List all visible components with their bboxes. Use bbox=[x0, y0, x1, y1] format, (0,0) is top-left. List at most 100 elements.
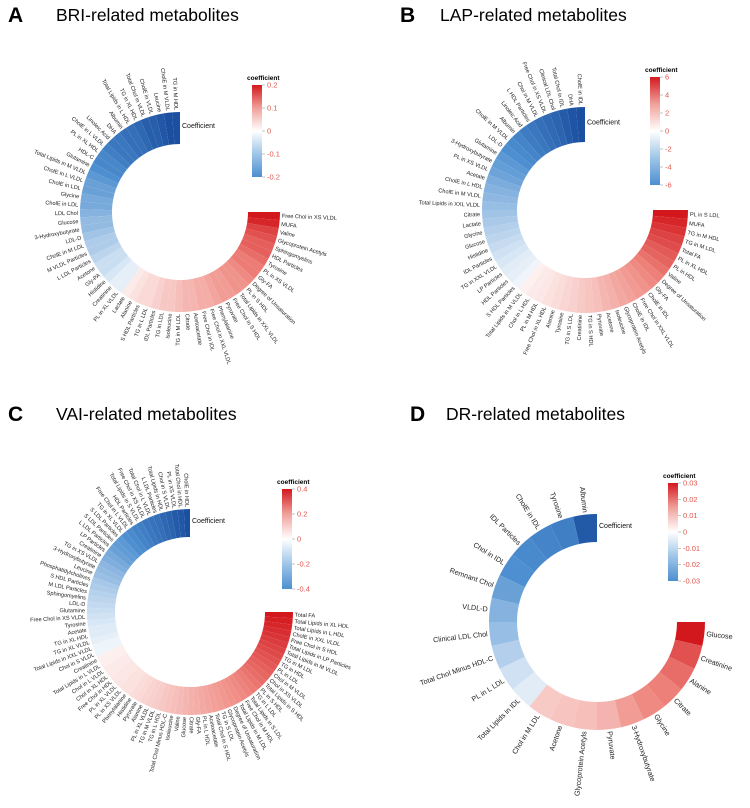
bar-segment bbox=[541, 271, 562, 307]
coefficient-label: Coefficient bbox=[599, 523, 632, 530]
bar-segment bbox=[633, 253, 664, 283]
bar-segment bbox=[624, 262, 652, 295]
bar-segment bbox=[485, 174, 522, 193]
category-label: TG in S LDL bbox=[565, 314, 575, 345]
category-label: Creatinine bbox=[700, 654, 734, 673]
bar-segment bbox=[129, 672, 150, 699]
bar-segment bbox=[93, 571, 122, 587]
bar-segment bbox=[646, 671, 682, 707]
bar-segment bbox=[558, 108, 574, 145]
colorbar-tick-label: 0 bbox=[267, 127, 271, 136]
bar-segment bbox=[115, 263, 141, 294]
colorbar-title: coefficient bbox=[645, 67, 678, 74]
category-label: TG in LDL bbox=[155, 312, 165, 338]
bar-segment bbox=[83, 177, 117, 194]
bar-segment bbox=[90, 242, 122, 264]
bar-segment bbox=[485, 227, 522, 246]
bar-segment bbox=[482, 201, 518, 210]
bar-segment bbox=[158, 512, 172, 541]
colorbar-tick-label: 6 bbox=[665, 73, 669, 82]
bar-segment bbox=[165, 510, 177, 540]
bar-segment bbox=[491, 639, 525, 669]
colorbar-tick-label: -6 bbox=[665, 181, 672, 190]
bar-segment bbox=[147, 515, 164, 544]
panel-title: VAI-related metabolites bbox=[56, 404, 237, 424]
bar-segment bbox=[512, 258, 542, 289]
category-label: Sphingomyelins bbox=[46, 590, 86, 601]
bar-segment bbox=[142, 275, 161, 308]
bar-segment bbox=[193, 686, 201, 715]
bar-segment bbox=[637, 249, 670, 277]
category-label: Tyrosine bbox=[555, 312, 565, 334]
category-label: Glycine bbox=[464, 230, 484, 240]
bar-segment bbox=[263, 621, 293, 631]
bar-segment bbox=[674, 622, 705, 647]
category-label: TG in M LDL bbox=[176, 314, 182, 346]
bar-segment bbox=[482, 215, 519, 228]
bar-segment bbox=[202, 685, 213, 714]
category-label: Total FA bbox=[295, 613, 316, 620]
category-label: IDL Particles bbox=[488, 512, 523, 547]
colorbar-tick-label: 0 bbox=[297, 535, 301, 544]
colorbar-tick-label: 0.03 bbox=[683, 479, 698, 488]
category-label: Pyruvate bbox=[605, 731, 617, 760]
bar-segment bbox=[550, 516, 580, 550]
category-label: MUFA bbox=[281, 222, 297, 230]
colorbar-tick-label: 4 bbox=[665, 91, 669, 100]
colorbar: coefficient 0.2 0.1 0 -0.1 -0.2 bbox=[247, 75, 280, 182]
category-label: LDL-D bbox=[69, 601, 86, 608]
panel-title: BRI-related metabolites bbox=[56, 5, 239, 25]
bar-segment bbox=[206, 683, 220, 713]
bar-segment bbox=[488, 233, 524, 254]
category-label: Leucine bbox=[152, 92, 162, 112]
bar-segment bbox=[226, 257, 255, 285]
bar-segment bbox=[139, 677, 158, 705]
bar-segment bbox=[80, 209, 113, 218]
colorbar-tick-label: -0.01 bbox=[683, 544, 700, 553]
bar-segment bbox=[198, 275, 215, 309]
bar-segment bbox=[106, 656, 133, 678]
coefficient-label: Coefficient bbox=[192, 518, 225, 525]
bar-segment bbox=[107, 137, 135, 166]
category-label: Free Chol in XS VLDL bbox=[30, 615, 85, 624]
bar-segment bbox=[155, 113, 169, 147]
bar-segment bbox=[213, 268, 237, 300]
category-label: Valine bbox=[174, 716, 182, 732]
bar-segment bbox=[128, 270, 150, 302]
panel-c: C VAI-related metabolites CholE in HDLTo… bbox=[8, 403, 352, 773]
bar-segment bbox=[489, 622, 520, 647]
bar-segment bbox=[242, 662, 267, 686]
bar-segment bbox=[112, 539, 137, 563]
colorbar-tick-label: -0.2 bbox=[297, 560, 310, 569]
bar-segment bbox=[102, 143, 131, 170]
colorbar-tick-label: 0.01 bbox=[683, 511, 698, 520]
panel-letter: B bbox=[400, 4, 415, 27]
bar-segment bbox=[100, 648, 127, 668]
bar-segment bbox=[558, 275, 574, 312]
category-label: Chol in IDL bbox=[472, 540, 507, 567]
category-label: TG in S HDL bbox=[586, 315, 593, 347]
category-label: Total Lipids in IDL bbox=[475, 696, 521, 742]
bar-segment bbox=[262, 625, 292, 637]
bar-segment bbox=[91, 576, 120, 591]
category-label: 3-Hydroxybutyrate bbox=[630, 724, 658, 782]
bar-segment bbox=[133, 120, 154, 152]
bar-segment bbox=[525, 120, 551, 155]
bar-segment bbox=[81, 185, 115, 200]
bar-segment bbox=[88, 589, 117, 600]
bar-segment bbox=[150, 277, 166, 310]
category-label: PL in XS VLDL bbox=[165, 471, 177, 509]
colorbar-tick-label: -0.2 bbox=[267, 173, 280, 182]
bar-segment bbox=[89, 582, 119, 596]
colorbar-tick-label: 0.2 bbox=[297, 510, 307, 519]
bar-segment bbox=[231, 671, 253, 698]
bar-segment bbox=[567, 276, 580, 313]
category-label: Albumin bbox=[578, 486, 590, 513]
category-label: Glutamine bbox=[59, 608, 85, 614]
category-label: Creatinine bbox=[577, 315, 584, 341]
category-label: Free Chol in XL HDL bbox=[523, 306, 548, 356]
bar-segment bbox=[659, 656, 695, 690]
bar-segment bbox=[95, 565, 124, 583]
